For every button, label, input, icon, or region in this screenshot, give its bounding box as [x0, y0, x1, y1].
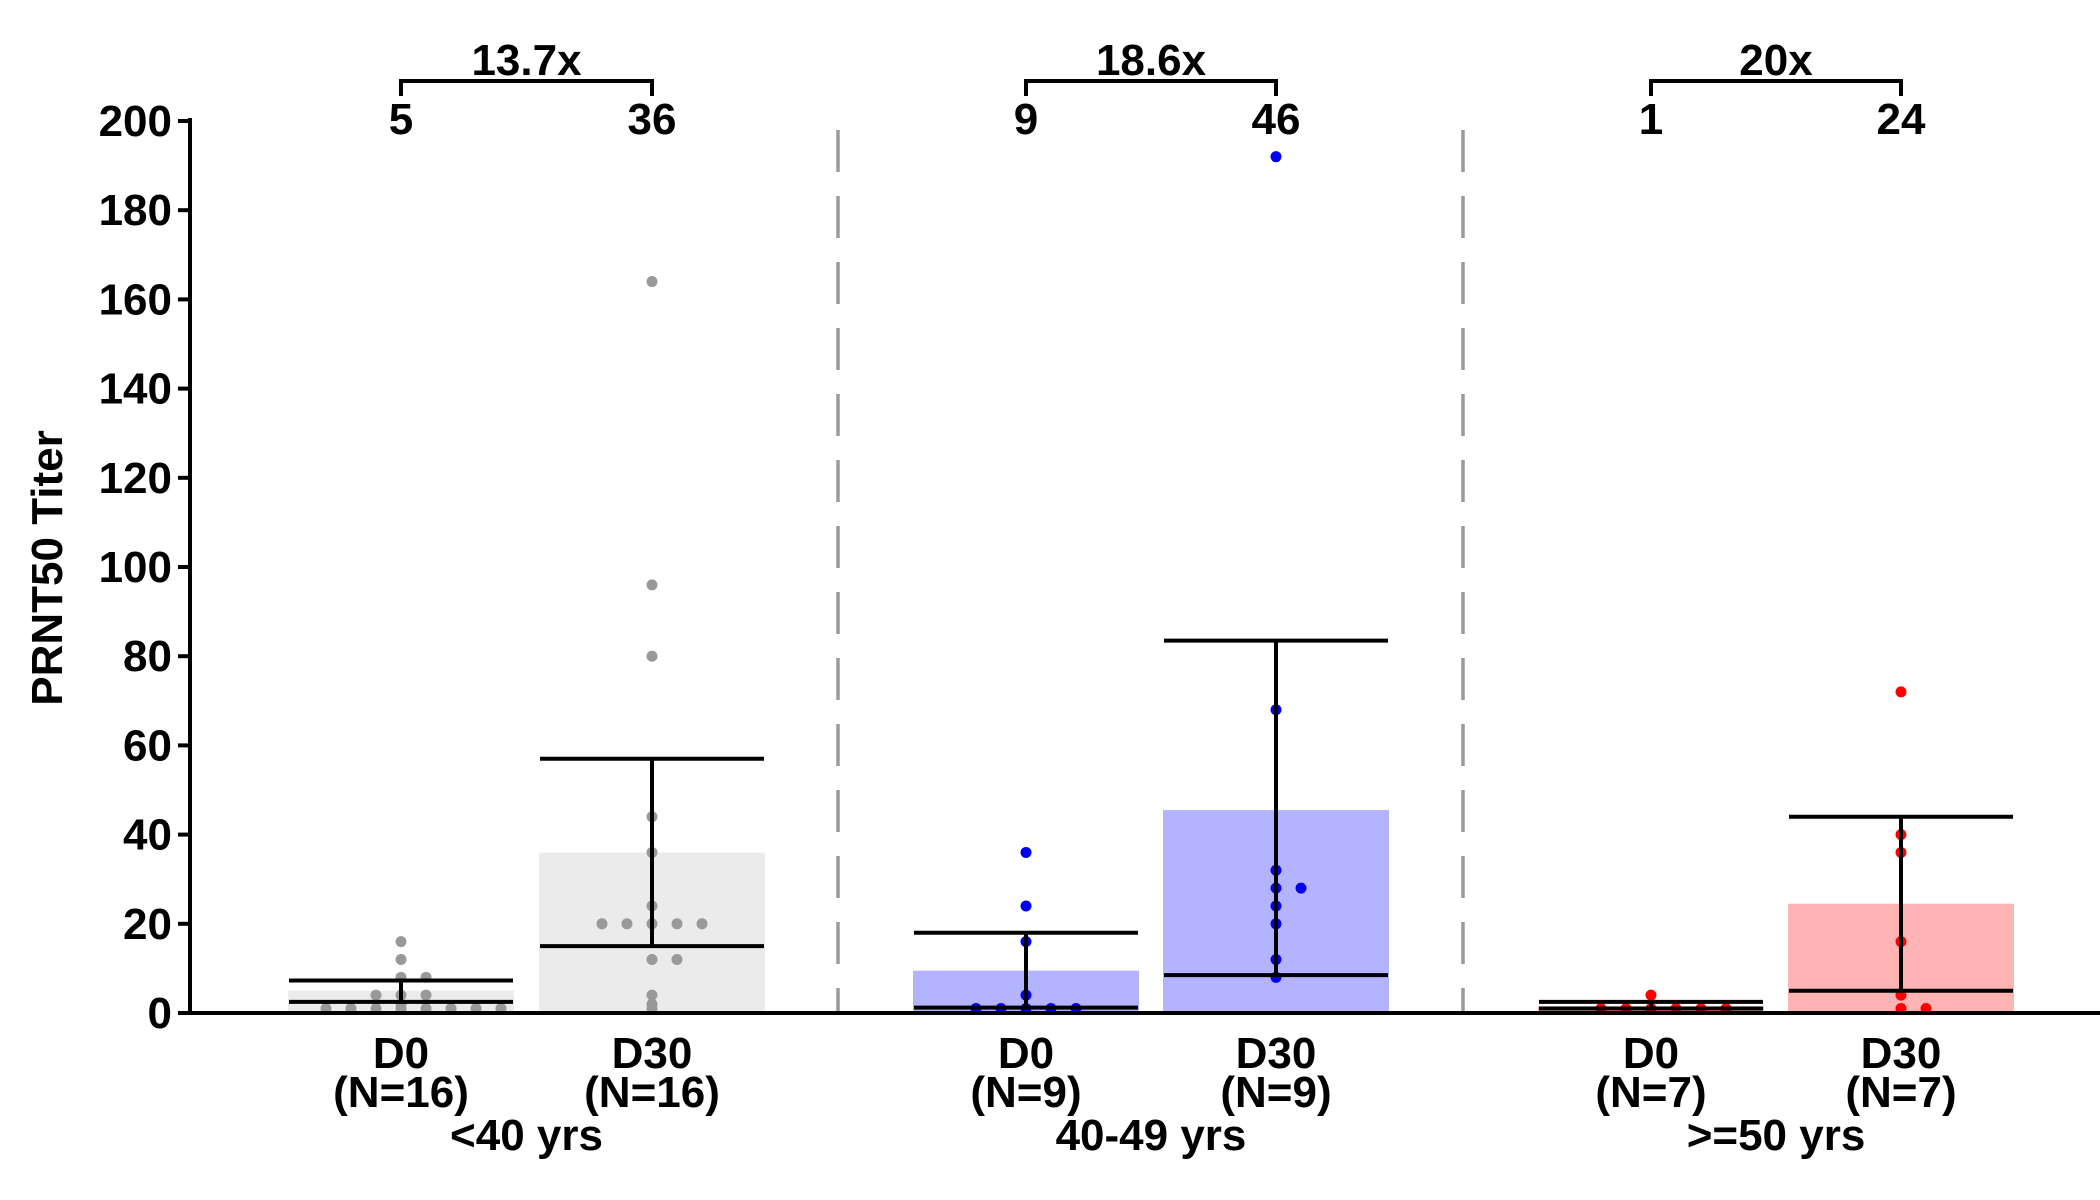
data-point	[646, 998, 658, 1010]
x-tick-n-label: (N=16)	[333, 1068, 469, 1117]
fold-change-bracket	[1649, 79, 1903, 96]
data-point	[596, 918, 608, 930]
data-point	[646, 953, 658, 965]
x-tick-label: D0	[1623, 1029, 1679, 1078]
data-point	[646, 989, 658, 1001]
mean-top-label: 46	[1252, 95, 1301, 144]
fold-change-label: 18.6x	[1096, 36, 1207, 85]
fold-change-bracket	[1024, 79, 1278, 96]
mean-top-label: 36	[628, 95, 677, 144]
group-label: >=50 yrs	[1687, 1111, 1866, 1160]
data-point	[621, 918, 633, 930]
group-label: 40-49 yrs	[1056, 1111, 1247, 1160]
group-label: <40 yrs	[450, 1111, 603, 1160]
x-tick-label: D30	[612, 1029, 693, 1078]
data-point	[646, 276, 658, 288]
y-tick-label: 0	[148, 989, 172, 1038]
data-point	[370, 989, 382, 1001]
x-tick-n-label: (N=7)	[1845, 1068, 1956, 1117]
data-point	[646, 579, 658, 591]
data-point	[646, 650, 658, 662]
axes-layer: 0 20 40 60 80 100 120 140 160 180 200	[99, 97, 2100, 1038]
data-point	[1295, 882, 1307, 894]
data-point	[420, 989, 432, 1001]
data-point	[1895, 686, 1907, 698]
mean-top-label: 5	[389, 95, 413, 144]
data-point	[671, 918, 683, 930]
data-point	[696, 918, 708, 930]
y-tick-label: 160	[99, 275, 172, 324]
y-tick-label: 20	[123, 900, 172, 949]
y-axis-title: PRNT50 Titer	[23, 430, 72, 706]
mean-top-label: 24	[1877, 95, 1926, 144]
data-point	[1270, 151, 1282, 163]
x-tick-n-label: (N=9)	[1220, 1068, 1331, 1117]
mean-top-label: 1	[1639, 95, 1663, 144]
fold-change-label: 20x	[1739, 36, 1813, 85]
data-point	[1645, 989, 1657, 1001]
x-tick-label: D30	[1861, 1029, 1942, 1078]
x-tick-n-label: (N=16)	[584, 1068, 720, 1117]
y-tick-label: 40	[123, 811, 172, 860]
bars-layer	[288, 810, 2014, 1013]
y-tick-label: 180	[99, 186, 172, 235]
fold-change-label: 13.7x	[471, 36, 582, 85]
x-tick-n-label: (N=9)	[970, 1068, 1081, 1117]
group-separators	[836, 130, 1465, 1013]
y-tick-label: 60	[123, 721, 172, 770]
x-tick-label: D0	[373, 1029, 429, 1078]
x-tick-label: D30	[1236, 1029, 1317, 1078]
mean-top-label: 9	[1014, 95, 1038, 144]
y-tick-label: 200	[99, 97, 172, 146]
data-point	[671, 953, 683, 965]
y-tick-label: 100	[99, 543, 172, 592]
y-tick-label: 80	[123, 632, 172, 681]
y-tick-label: 120	[99, 454, 172, 503]
fold-change-bracket	[399, 79, 654, 96]
data-point	[395, 953, 407, 965]
x-tick-n-label: (N=7)	[1595, 1068, 1706, 1117]
data-point	[1020, 900, 1032, 912]
data-point	[395, 936, 407, 948]
error-bars-layer	[289, 638, 2013, 1011]
y-tick-label: 140	[99, 365, 172, 414]
data-point	[1020, 846, 1032, 858]
x-tick-label: D0	[998, 1029, 1054, 1078]
